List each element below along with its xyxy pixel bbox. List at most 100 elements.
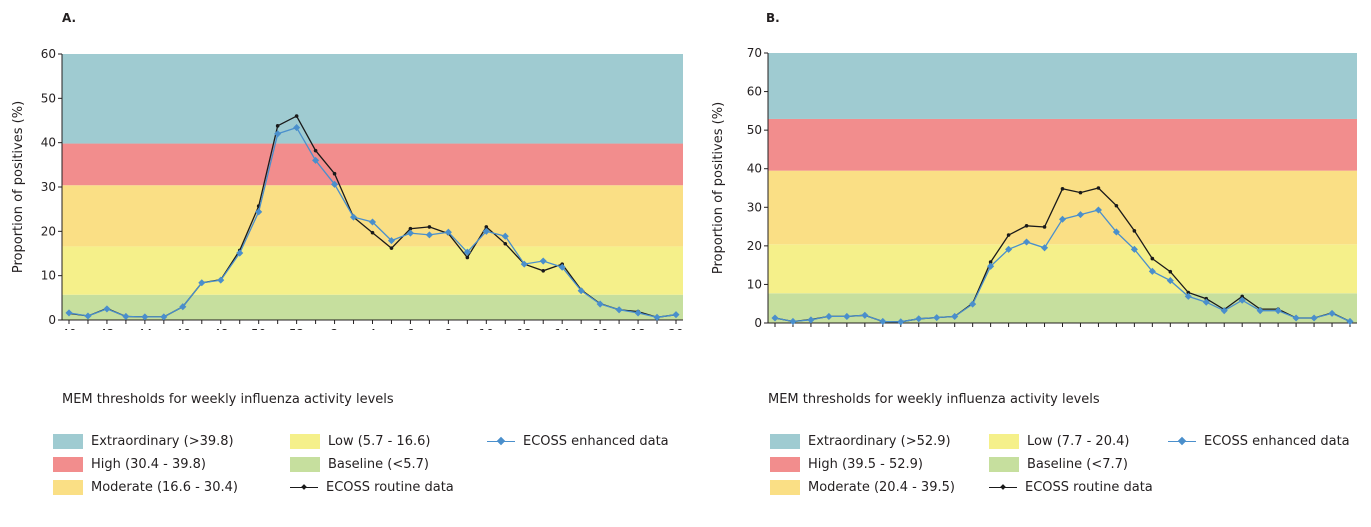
legend-extraordinary: Extraordinary (>39.8) — [53, 432, 234, 450]
y-tick-label: 40 — [41, 136, 56, 150]
x-tick-label: 20 — [668, 327, 683, 330]
swatch-moderate — [770, 479, 800, 495]
x-tick-label: 42 — [99, 327, 114, 330]
enhanced-point — [825, 312, 833, 320]
enhanced-point — [807, 316, 815, 324]
legend-title: MEM thresholds for weekly influenza acti… — [62, 392, 394, 407]
enhanced-point — [236, 249, 244, 257]
swatch-extraordinary — [770, 433, 800, 449]
swatch-baseline — [989, 456, 1019, 472]
legend-baseline-label: Baseline (<5.7) — [328, 456, 429, 472]
x-tick-label: 46 — [175, 327, 190, 330]
routine-point — [1150, 256, 1155, 261]
y-tick-label: 30 — [747, 200, 762, 214]
band-extraordinary — [768, 53, 1357, 119]
enhanced-point — [293, 124, 301, 132]
band-baseline — [768, 293, 1357, 323]
y-tick-label: 50 — [747, 123, 762, 137]
y-tick-label: 0 — [754, 316, 762, 330]
enhanced-point — [103, 305, 111, 313]
y-tick-label: 10 — [41, 269, 56, 283]
panel-a: A.01020304050604042444648505224681012141… — [0, 0, 685, 527]
legend-routine-marker — [989, 480, 1017, 494]
enhanced-point — [160, 313, 168, 321]
x-tick-label: 2 — [331, 327, 339, 330]
y-tick-label: 60 — [747, 85, 762, 99]
routine-point — [1132, 229, 1137, 233]
x-tick-label: 16 — [592, 327, 607, 330]
routine-point — [484, 225, 489, 229]
legend-high: High (30.4 - 39.8) — [53, 455, 206, 473]
routine-point — [1114, 203, 1119, 208]
swatch-baseline — [290, 456, 320, 472]
legend-enhanced: ECOSS enhanced data — [487, 432, 669, 450]
enhanced-point — [843, 312, 851, 320]
routine-point — [275, 124, 280, 128]
y-tick-label: 30 — [41, 180, 56, 194]
enhanced-point — [539, 257, 547, 265]
legend-routine: ECOSS routine data — [290, 478, 454, 496]
enhanced-point — [897, 318, 905, 326]
swatch-extraordinary — [53, 433, 83, 449]
enhanced-point — [951, 312, 959, 320]
panel-label: A. — [62, 11, 76, 25]
enhanced-point — [634, 309, 642, 317]
y-axis-label: Proportion of positives (%) — [11, 101, 26, 273]
x-tick-label: 6 — [407, 327, 415, 330]
legend-enhanced-label: ECOSS enhanced data — [1204, 433, 1350, 449]
enhanced-point — [312, 156, 320, 164]
legend-baseline: Baseline (<7.7) — [989, 455, 1128, 473]
swatch-low — [290, 433, 320, 449]
routine-point — [1078, 190, 1083, 195]
enhanced-point — [463, 248, 471, 256]
legend-routine: ECOSS routine data — [989, 478, 1153, 496]
legend-baseline-label: Baseline (<7.7) — [1027, 456, 1128, 472]
legend-moderate-label: Moderate (20.4 - 39.5) — [808, 479, 955, 495]
band-moderate — [768, 170, 1357, 245]
enhanced-point — [65, 309, 73, 317]
routine-point — [1096, 186, 1101, 190]
enhanced-point — [179, 303, 187, 311]
panel-label: B. — [766, 11, 780, 25]
routine-point — [313, 148, 318, 153]
x-tick-label: 50 — [251, 327, 266, 330]
routine-point — [408, 226, 413, 231]
enhanced-point — [987, 262, 995, 270]
chart-a: A.01020304050604042444648505224681012141… — [11, 11, 684, 330]
legend-extraordinary-label: Extraordinary (>39.8) — [91, 433, 234, 449]
chart-b: B.01020304050607040424446485052246810121… — [711, 11, 1357, 330]
enhanced-point — [255, 208, 263, 216]
routine-point — [465, 255, 470, 260]
enhanced-point — [501, 232, 509, 240]
routine-point — [1006, 233, 1011, 237]
enhanced-point — [84, 312, 92, 320]
enhanced-point — [217, 276, 225, 284]
routine-point — [332, 171, 337, 176]
enhanced-point — [969, 300, 977, 308]
enhanced-point — [444, 228, 452, 236]
enhanced-point — [425, 231, 433, 239]
band-baseline — [62, 294, 683, 320]
routine-point — [1168, 269, 1173, 274]
legend-moderate-label: Moderate (16.6 - 30.4) — [91, 479, 238, 495]
x-tick-label: 48 — [213, 327, 228, 330]
y-tick-label: 20 — [41, 224, 56, 238]
x-tick-label: 18 — [630, 327, 645, 330]
enhanced-point — [915, 315, 923, 323]
swatch-moderate — [53, 479, 83, 495]
swatch-low — [989, 433, 1019, 449]
legend-low: Low (7.7 - 20.4) — [989, 432, 1129, 450]
legend-title: MEM thresholds for weekly influenza acti… — [768, 392, 1100, 407]
legend-extraordinary: Extraordinary (>52.9) — [770, 432, 951, 450]
legend-routine-label: ECOSS routine data — [1025, 479, 1153, 495]
routine-point — [541, 268, 546, 273]
x-tick-label: 4 — [369, 327, 377, 330]
enhanced-point — [331, 180, 339, 188]
enhanced-point — [368, 218, 377, 226]
legend-routine-marker — [290, 480, 318, 494]
swatch-high — [770, 456, 800, 472]
routine-point — [1186, 290, 1191, 295]
enhanced-point — [406, 229, 414, 237]
legend-routine-label: ECOSS routine data — [326, 479, 454, 495]
y-tick-label: 60 — [41, 47, 56, 61]
